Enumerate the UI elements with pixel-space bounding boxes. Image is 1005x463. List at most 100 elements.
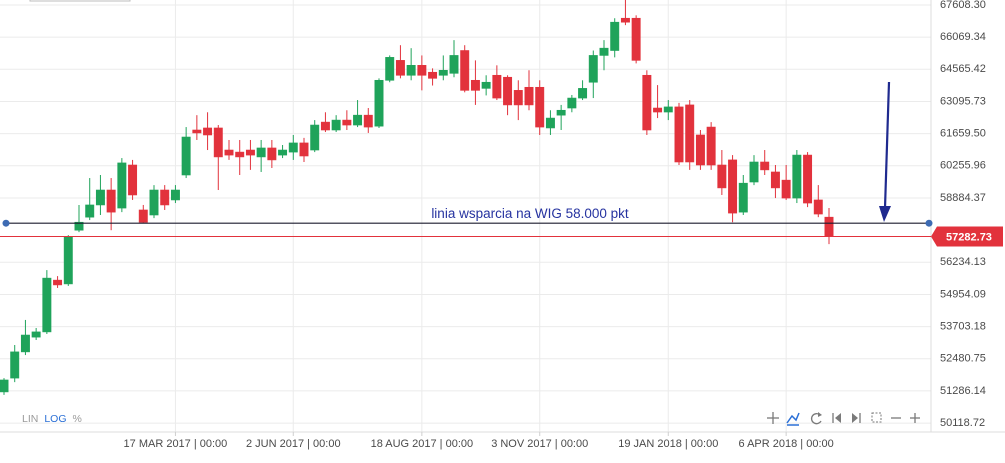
support-handle[interactable] [925, 219, 933, 227]
candle-body [460, 50, 470, 91]
y-tick-label: 58884.37 [940, 192, 986, 204]
y-tick-label: 51286.14 [940, 385, 986, 397]
candle-body [310, 124, 320, 151]
candle-body [492, 74, 502, 99]
y-tick-label: 66069.34 [940, 31, 986, 43]
toolbar [767, 412, 920, 426]
candle-body [406, 65, 416, 76]
chart-style-button[interactable] [786, 412, 800, 426]
candle-body [717, 164, 727, 189]
candle-body [663, 106, 673, 113]
zoom-area-button[interactable] [871, 412, 882, 423]
candle-body [513, 90, 523, 106]
candle-body [138, 209, 148, 223]
support-handle[interactable] [2, 219, 10, 227]
x-tick-label: 19 JAN 2018 | 00:00 [618, 438, 718, 450]
go-start-button[interactable] [832, 413, 841, 423]
candle-body [792, 154, 802, 199]
trend-arrow [879, 81, 891, 222]
candle-body [599, 47, 609, 56]
candle-body [503, 76, 513, 106]
candle-body [342, 119, 352, 126]
last-price-box [931, 226, 1003, 247]
y-tick-label: 54954.09 [940, 288, 986, 300]
candle-body [278, 149, 288, 156]
candle-body [106, 189, 116, 213]
candle-body [42, 277, 52, 333]
candle-body [181, 136, 191, 176]
candle-body [428, 71, 438, 79]
candle-body [524, 86, 534, 106]
scale-button[interactable]: LOG [44, 413, 66, 425]
candle-body [53, 279, 63, 286]
candle-body [770, 171, 780, 189]
y-tick-label: 52480.75 [940, 353, 986, 365]
refresh-button[interactable] [811, 412, 822, 425]
grid [0, 0, 931, 432]
y-tick-label: 67608.30 [940, 0, 986, 11]
candle-body [170, 189, 180, 201]
scale-button[interactable]: % [73, 413, 82, 425]
crosshair-button[interactable] [767, 412, 779, 424]
y-tick-label: 64565.42 [940, 63, 986, 75]
scale-buttons: LIN LOG% [22, 413, 82, 425]
y-tick-label: 63095.73 [940, 95, 986, 107]
candle-body [363, 114, 373, 128]
candle-body [203, 127, 213, 136]
annotation: linia wsparcia na WIG 58.000 pkt [431, 206, 629, 221]
candle-body [353, 114, 363, 126]
x-tick-label: 18 AUG 2017 | 00:00 [371, 438, 474, 450]
candle-body [803, 154, 813, 204]
candle-body [545, 117, 555, 129]
candle-body [578, 88, 588, 99]
x-tick-label: 3 NOV 2017 | 00:00 [491, 438, 588, 450]
candle-body [417, 65, 427, 76]
candle-body [235, 151, 245, 158]
candle-body [245, 149, 255, 156]
y-tick-label: 50118.72 [940, 417, 985, 429]
candle-body [192, 129, 202, 134]
top-panel-edge [29, 0, 131, 2]
candle-body [781, 179, 791, 199]
y-tick-label: 61659.50 [940, 128, 986, 140]
candle-body [610, 21, 620, 51]
candle-body [567, 97, 577, 109]
candle-body [256, 147, 266, 158]
x-tick-label: 6 APR 2018 | 00:00 [739, 438, 834, 450]
candle-body [738, 182, 748, 213]
candle-body [63, 236, 73, 285]
candle-body [213, 127, 223, 158]
arrow-head [879, 206, 891, 222]
arrow-shaft [883, 81, 891, 209]
candle-body [0, 379, 9, 393]
candle-body [74, 221, 84, 231]
go-end-button[interactable] [852, 413, 861, 423]
candle-body [160, 189, 170, 206]
y-tick-label: 53703.18 [940, 321, 986, 333]
candle-body [267, 147, 277, 161]
candles [0, 0, 834, 395]
candle-body [470, 79, 480, 91]
x-tick-label: 2 JUN 2017 | 00:00 [246, 438, 341, 450]
y-tick-label: 56234.13 [940, 256, 986, 268]
candle-body [224, 149, 234, 156]
candle-body [299, 142, 309, 157]
candle-body [588, 55, 598, 83]
candle-body [20, 334, 30, 353]
candle-body [824, 216, 834, 237]
candle-body [481, 81, 491, 89]
candle-body [813, 199, 823, 215]
last-price-label: 57282.73 [946, 231, 992, 243]
candle-body [760, 161, 770, 171]
zoom-in-button[interactable] [910, 413, 920, 423]
y-tick-label: 60255.96 [940, 160, 986, 172]
x-tick-label: 17 MAR 2017 | 00:00 [124, 438, 228, 450]
candle-body [695, 134, 705, 166]
candle-body [728, 159, 738, 214]
candle-body [117, 162, 127, 209]
candle-body [556, 109, 566, 116]
scale-button[interactable]: LIN [22, 413, 38, 425]
